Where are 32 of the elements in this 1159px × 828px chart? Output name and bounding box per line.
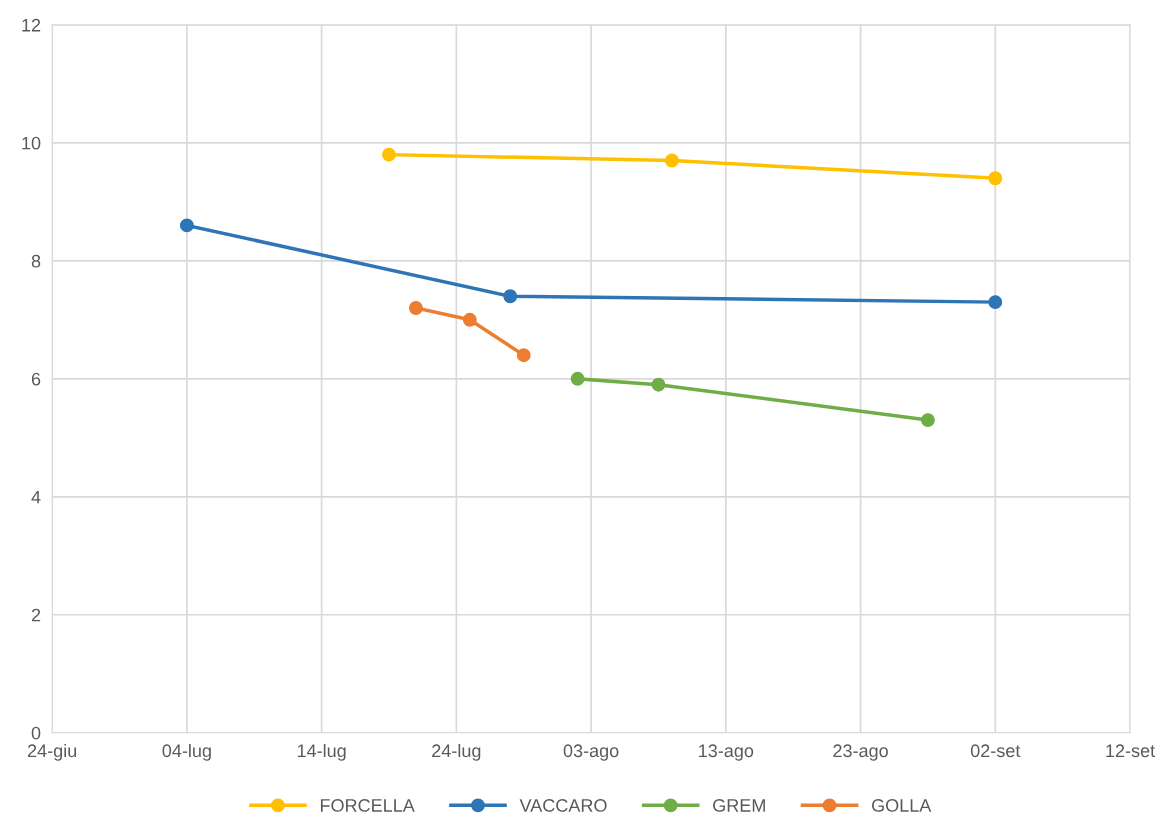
x-tick-label: 13-ago — [699, 744, 754, 761]
legend-label: GOLLA — [872, 799, 932, 812]
y-tick-label: 8 — [31, 254, 41, 268]
legend-label: VACCARO — [519, 799, 607, 812]
point — [664, 153, 679, 168]
y-tick-label: 2 — [31, 608, 41, 622]
legend-label: FORCELLA — [320, 799, 415, 812]
y-tick-label: 4 — [31, 490, 41, 504]
x-tick-label: 02-set — [970, 744, 1021, 758]
legend-label: GREM — [713, 799, 765, 812]
point — [462, 312, 477, 327]
y-tick-label: 0 — [31, 726, 41, 740]
point — [516, 348, 531, 363]
point — [651, 377, 666, 392]
y-tick-label: 12 — [22, 18, 41, 32]
point — [408, 301, 423, 315]
x-tick-label: 03-ago — [563, 744, 619, 761]
point — [503, 289, 518, 304]
y-tick-label: 10 — [22, 136, 41, 150]
x-tick-label: 12-set — [1106, 744, 1155, 758]
x-tick-label: 24-giu — [27, 743, 77, 761]
point — [179, 218, 194, 233]
x-tick-label: 14-lug — [297, 743, 346, 761]
point — [988, 171, 1003, 186]
point — [920, 413, 935, 428]
x-tick-label: 04-lug — [162, 743, 211, 761]
point — [570, 371, 585, 386]
point — [382, 147, 396, 162]
x-tick-label: 24-lug — [432, 743, 481, 761]
point — [988, 295, 1003, 310]
x-tick-label: 23-ago — [833, 744, 888, 761]
y-tick-label: 6 — [31, 372, 41, 386]
